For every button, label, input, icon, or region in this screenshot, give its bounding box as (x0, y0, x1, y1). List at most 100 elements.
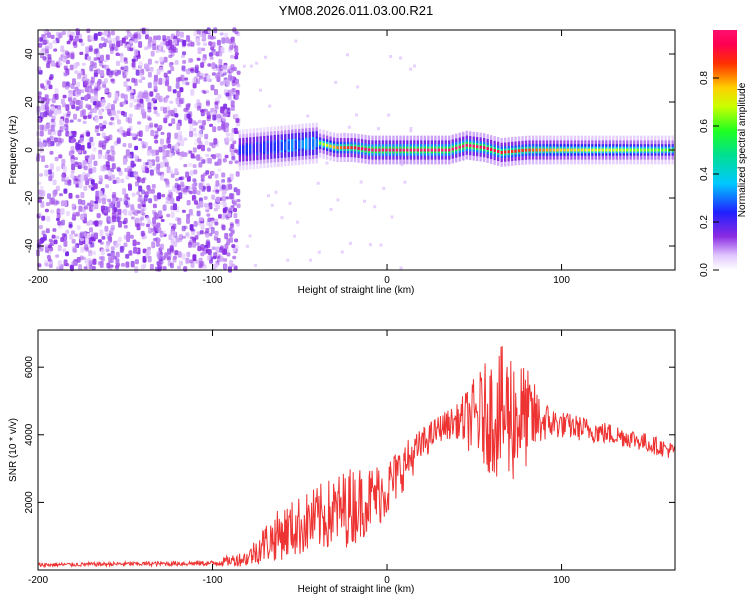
spectrogram-cell (214, 221, 219, 226)
spectrogram-cell (161, 193, 166, 198)
spectrogram-cell (85, 46, 90, 54)
spectrogram-cell (41, 155, 45, 162)
spectrogram-cell (232, 201, 237, 206)
spectrogram-cell (490, 148, 493, 151)
spectrogram-cell (148, 198, 153, 204)
spectrogram-cell (229, 222, 234, 226)
spectrogram-cell (301, 139, 304, 149)
spectrogram-cell (125, 261, 130, 268)
spectrogram-cell (128, 210, 133, 216)
spectrogram-cell (647, 148, 650, 152)
colorbar-tick-label: 0.2 (699, 215, 710, 229)
spectrogram-cell (205, 231, 210, 238)
spectrogram-cell (133, 78, 138, 83)
spectrogram-cell (216, 237, 221, 243)
spectrogram-cell (153, 195, 158, 202)
spectrogram-cell (180, 140, 185, 147)
spectrogram-cell (587, 148, 590, 152)
spectrogram-cell (288, 201, 292, 205)
spectrogram-cell (93, 33, 98, 40)
spectrogram-cell (230, 64, 235, 71)
spectrogram-cell (194, 64, 199, 69)
spectrogram-cell (329, 144, 332, 148)
spectrogram-cell (115, 251, 120, 258)
spectrogram-cell (218, 214, 222, 219)
spectrogram-cell (188, 209, 193, 215)
spectrogram-cell (154, 139, 159, 144)
spectrogram-cell (234, 52, 239, 56)
spectrogram-cell (219, 106, 224, 114)
colorbar: 0.0 0.2 0.4 0.6 0.8 Normalized spectral ampl… (699, 30, 748, 277)
spectrogram-cell (167, 252, 172, 259)
spectrogram-cell (183, 164, 188, 168)
spectrogram-cell (90, 142, 95, 147)
spectrogram-ytick-label: 20 (24, 96, 35, 108)
spectrogram-cell (234, 219, 239, 224)
spectrogram-cell (80, 213, 85, 220)
spectrogram-cell (114, 46, 119, 52)
spectrogram-cell (124, 70, 129, 76)
spectrogram-cell (96, 84, 101, 91)
spectrogram-cell (451, 147, 454, 151)
spectrogram-cell (280, 216, 284, 220)
spectrogram-cell (53, 108, 58, 116)
spectrogram-cell (146, 216, 151, 221)
spectrogram-cell (63, 188, 68, 194)
spectrogram-cell (140, 140, 145, 145)
spectrogram-cell (36, 154, 41, 159)
spectrogram-cell (350, 146, 353, 150)
spectrogram-cell (162, 149, 167, 156)
spectrogram-cell (388, 148, 392, 152)
spectrogram-cell (126, 128, 131, 132)
spectrogram-cell (42, 97, 47, 102)
spectrogram-cell (294, 39, 298, 43)
spectrogram-cell (142, 112, 147, 119)
spectrogram-cell (223, 212, 228, 219)
spectrogram-cell (80, 133, 85, 138)
spectrogram-cell (309, 258, 313, 262)
spectrogram-cell (221, 224, 226, 231)
spectrogram-cell (116, 201, 121, 208)
spectrogram-cell (192, 78, 197, 84)
spectrogram-cell (629, 148, 632, 152)
spectrogram-cell (186, 200, 191, 206)
spectrogram-cell (63, 200, 68, 207)
spectrogram-cell (76, 257, 81, 263)
spectrogram-cell (226, 241, 230, 246)
spectrogram-cell (182, 266, 187, 272)
spectrogram-cell (222, 201, 227, 208)
spectrogram-cell (221, 184, 226, 190)
spectrogram-cell (61, 177, 66, 182)
spectrogram-cell (226, 108, 231, 115)
spectrogram-cell (201, 33, 206, 38)
spectrogram-cell (234, 45, 239, 53)
spectrogram-cell (636, 148, 639, 152)
spectrogram-cell (88, 219, 93, 226)
spectrogram-cell (79, 51, 84, 55)
spectrogram-cell (58, 32, 63, 38)
spectrogram-cell (183, 188, 188, 193)
spectrogram-cell (130, 160, 135, 168)
spectrogram-cell (235, 93, 240, 100)
spectrogram-cell (105, 245, 110, 251)
spectrogram-cell (110, 246, 115, 251)
spectrogram-cell (163, 117, 168, 124)
spectrogram-cell (234, 79, 239, 85)
spectrogram-cell (140, 197, 145, 205)
colorbar-ticks: 0.0 0.2 0.4 0.6 0.8 (699, 71, 719, 277)
spectrogram-cell (201, 47, 206, 52)
spectrogram-cell (94, 127, 99, 133)
spectrogram-cell (98, 220, 103, 225)
spectrogram-cell (88, 168, 93, 175)
spectrogram-cell (50, 197, 55, 204)
spectrogram-cell (172, 230, 177, 237)
spectrogram-cell (170, 211, 175, 218)
spectrogram-cell (156, 163, 161, 170)
spectrogram-cell (96, 132, 101, 136)
spectrogram-cell (622, 148, 625, 152)
spectrogram-cell (133, 246, 137, 254)
spectrogram-cell (138, 41, 143, 48)
spectrogram-cell (493, 149, 496, 152)
spectrogram-cell (202, 120, 207, 126)
